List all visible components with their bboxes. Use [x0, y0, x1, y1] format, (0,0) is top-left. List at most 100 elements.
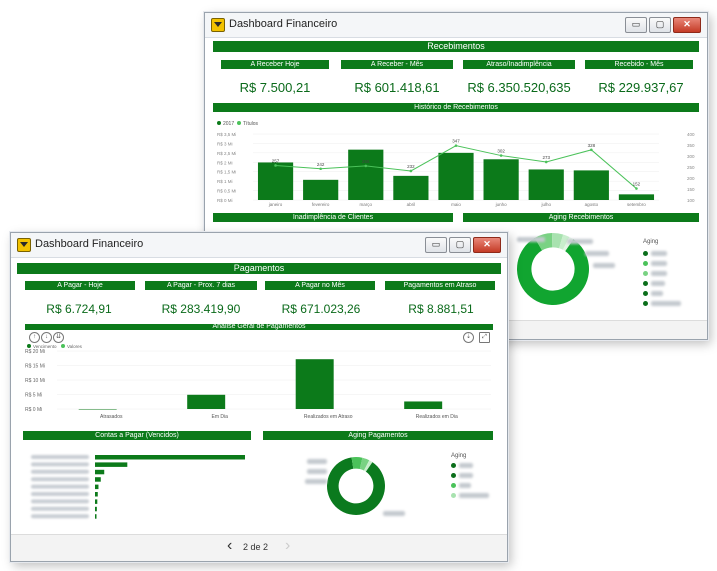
- page-indicator: 2 de 2: [243, 542, 269, 552]
- window-title: Dashboard Financeiro: [229, 18, 338, 30]
- blurred-label: [517, 237, 545, 242]
- legend-item[interactable]: [451, 463, 473, 469]
- line-point: [319, 167, 322, 171]
- x-tick-label: Realizados em Atraso: [304, 414, 353, 420]
- data-label: 328: [588, 143, 596, 148]
- chart-title-bar: Inadimplência de Clientes: [213, 213, 453, 222]
- y2-tick-label: 100: [687, 198, 695, 203]
- donut-slice: [559, 234, 570, 250]
- maximize-button[interactable]: ▢: [449, 237, 471, 253]
- y-tick-label: R$ 2,5 Mi: [217, 151, 236, 156]
- line-point: [274, 164, 277, 167]
- legend-item[interactable]: [643, 301, 681, 307]
- y-tick-label: R$ 1 Mi: [217, 179, 233, 184]
- contas-vencidos-chart: [31, 455, 245, 519]
- blurred-label: [383, 511, 405, 516]
- bar: [573, 170, 609, 200]
- expand-icon[interactable]: ⇊: [53, 332, 64, 343]
- blurred-category-label: [31, 462, 89, 467]
- blurred-category-label: [31, 455, 89, 459]
- y-tick-label: R$ 10 Mi: [25, 378, 45, 384]
- legend-marker: [237, 121, 241, 125]
- line-point: [590, 148, 593, 152]
- y-tick-label: R$ 0 Mi: [25, 407, 42, 413]
- prev-page-button[interactable]: ‹: [227, 537, 233, 554]
- y2-tick-label: 300: [687, 154, 695, 159]
- data-label: 242: [317, 162, 325, 167]
- close-button[interactable]: ✕: [473, 237, 501, 253]
- focus-mode-icon[interactable]: ⤢: [479, 332, 490, 343]
- title-bar[interactable]: Dashboard Financeiro ▭ ▢ ✕: [11, 233, 507, 258]
- donut-slice: [517, 237, 589, 305]
- legend-item[interactable]: [643, 251, 667, 257]
- legend-item[interactable]: [643, 261, 667, 267]
- data-label: 257: [272, 158, 280, 163]
- bar: [295, 359, 334, 409]
- download-icon[interactable]: ⇣: [463, 332, 474, 343]
- data-label: 347: [452, 139, 460, 144]
- legend-marker: [27, 344, 31, 348]
- y-tick-label: R$ 15 Mi: [25, 364, 45, 370]
- bar: [618, 194, 655, 200]
- close-button[interactable]: ✕: [673, 17, 701, 33]
- x-tick-label: setembro: [627, 202, 646, 207]
- legend-item[interactable]: [451, 493, 489, 499]
- x-tick-label: maio: [451, 202, 461, 207]
- kpi-label: A Pagar - Hoje: [25, 281, 135, 290]
- minimize-button[interactable]: ▭: [425, 237, 447, 253]
- chart-title-bar: Aging Recebimentos: [463, 213, 699, 222]
- legend-item[interactable]: [643, 291, 663, 297]
- y-tick-label: R$ 3,5 Mi: [217, 132, 236, 137]
- next-page-button[interactable]: ›: [285, 537, 291, 554]
- kpi-label: A Pagar - Prox. 7 dias: [145, 281, 257, 290]
- bar: [528, 169, 564, 200]
- bar: [438, 152, 474, 200]
- legend-item[interactable]: [451, 483, 471, 489]
- data-label: 273: [542, 155, 550, 160]
- y-tick-label: R$ 2 Mi: [217, 160, 233, 165]
- line-point: [635, 187, 638, 190]
- title-bar[interactable]: Dashboard Financeiro ▭ ▢ ✕: [205, 13, 707, 38]
- bar: [393, 175, 429, 200]
- kpi-label: Recebido - Mês: [585, 60, 693, 69]
- y2-tick-label: 200: [687, 176, 695, 181]
- minimize-button[interactable]: ▭: [625, 17, 647, 33]
- y2-tick-label: 150: [687, 187, 695, 192]
- kpi-label: A Receber - Mês: [341, 60, 453, 69]
- chart-title-bar: Aging Pagamentos: [263, 431, 493, 440]
- kpi-label: Atraso/Inadimplência: [463, 60, 575, 69]
- line-point: [454, 144, 458, 147]
- bar: [95, 499, 98, 504]
- legend-item[interactable]: [643, 281, 665, 287]
- drill-down-icon[interactable]: ↓: [41, 332, 52, 343]
- chart-title-bar: Contas a Pagar (Vencidos): [23, 431, 251, 440]
- kpi-value: R$ 6.724,91: [46, 302, 112, 316]
- y-tick-label: R$ 0,5 Mi: [217, 189, 236, 194]
- drill-up-icon[interactable]: ↑: [29, 332, 40, 343]
- legend-item[interactable]: [451, 473, 473, 479]
- bar: [257, 162, 294, 200]
- data-label: 152: [633, 182, 641, 187]
- legend-label: Valores: [67, 344, 83, 349]
- blurred-label: [585, 251, 609, 256]
- legend-item[interactable]: [643, 271, 667, 277]
- blurred-label: [593, 263, 615, 268]
- section-header: Pagamentos: [17, 263, 501, 274]
- legend-label: 2017: [223, 121, 234, 127]
- blurred-label: [307, 469, 327, 474]
- kpi-value: R$ 283.419,90: [161, 302, 241, 316]
- kpi-value: R$ 7.500,21: [239, 80, 311, 95]
- bar: [95, 492, 98, 497]
- blurred-label: [567, 239, 593, 244]
- x-tick-label: março: [360, 202, 373, 207]
- bar: [95, 514, 97, 519]
- x-tick-label: julho: [540, 202, 551, 207]
- maximize-button[interactable]: ▢: [649, 17, 671, 33]
- bar: [95, 484, 99, 490]
- blurred-label: [307, 459, 327, 464]
- x-tick-label: agosto: [585, 202, 599, 207]
- data-label: 255: [362, 159, 370, 164]
- blurred-category-label: [31, 484, 89, 489]
- bar: [483, 159, 519, 200]
- line-point: [364, 164, 368, 168]
